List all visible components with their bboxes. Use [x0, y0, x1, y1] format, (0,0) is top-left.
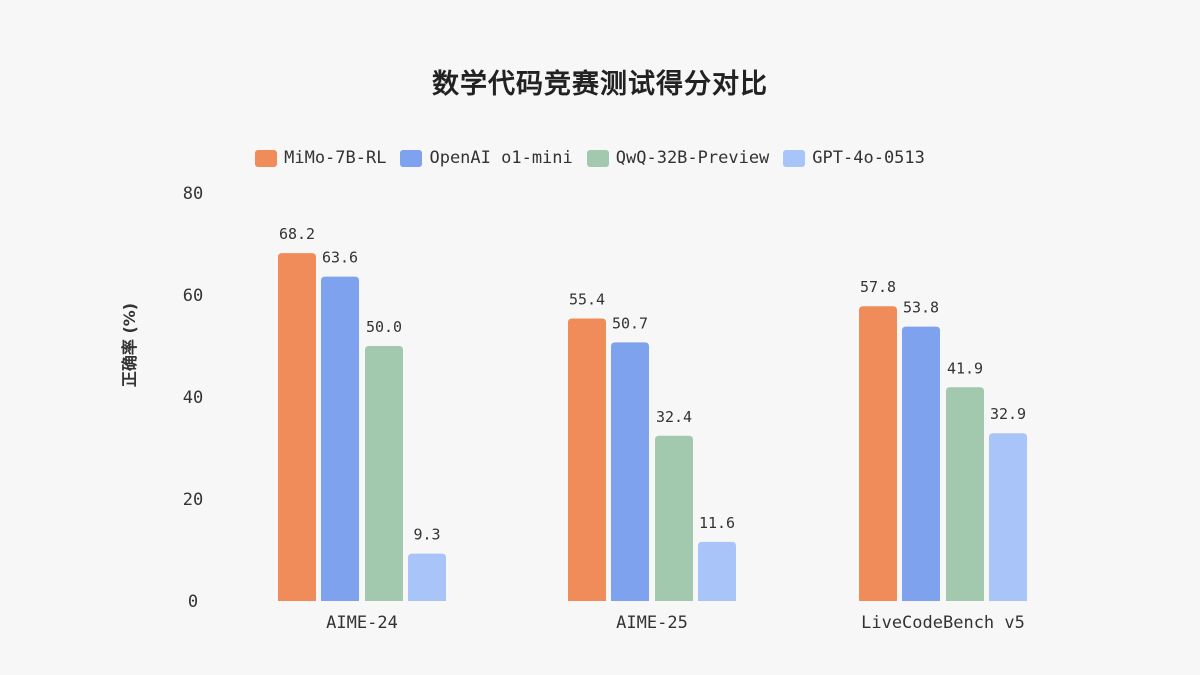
- legend-label: GPT-4o-0513: [812, 148, 925, 168]
- bar: [859, 306, 897, 601]
- bar: [321, 276, 359, 601]
- legend: MiMo-7B-RL OpenAI o1-mini QwQ-32B-Previe…: [0, 148, 1190, 168]
- legend-item[interactable]: QwQ-32B-Preview: [586, 148, 770, 168]
- legend-swatch: [586, 149, 609, 167]
- bar: [902, 326, 940, 601]
- legend-item[interactable]: MiMo-7B-RL: [255, 148, 386, 168]
- y-tick-label: 40: [183, 388, 203, 408]
- bar: [655, 435, 693, 601]
- legend-item[interactable]: GPT-4o-0513: [783, 148, 925, 168]
- y-tick-label: 0: [188, 592, 198, 612]
- chart-title: 数学代码竞赛测试得分对比: [432, 69, 768, 100]
- data-label: 55.4: [569, 290, 605, 308]
- y-tick-label: 80: [183, 184, 203, 204]
- bar: [365, 346, 403, 601]
- legend-swatch: [400, 149, 423, 167]
- bar: [611, 342, 649, 601]
- data-label: 53.8: [903, 299, 939, 317]
- bar: [408, 553, 446, 601]
- x-tick-label: AIME-24: [326, 613, 398, 633]
- data-label: 57.8: [860, 278, 896, 296]
- legend-label: OpenAI o1-mini: [429, 148, 573, 168]
- x-tick-label: LiveCodeBench v5: [861, 613, 1025, 633]
- data-label: 9.3: [413, 526, 440, 544]
- legend-label: QwQ-32B-Preview: [615, 148, 770, 168]
- legend-label: MiMo-7B-RL: [284, 148, 387, 168]
- data-label: 68.2: [279, 225, 315, 243]
- bar: [278, 253, 316, 601]
- bar: [698, 541, 736, 601]
- data-label: 11.6: [699, 514, 735, 532]
- legend-swatch: [255, 149, 278, 167]
- data-label: 63.6: [322, 249, 358, 267]
- y-tick-label: 60: [183, 286, 203, 306]
- bar: [568, 318, 606, 601]
- data-label: 32.9: [990, 405, 1026, 423]
- data-label: 50.7: [612, 314, 648, 332]
- legend-item[interactable]: OpenAI o1-mini: [400, 148, 573, 168]
- x-tick-label: AIME-25: [616, 613, 688, 633]
- bar: [989, 433, 1027, 601]
- legend-swatch: [783, 149, 806, 167]
- data-label: 41.9: [947, 359, 983, 377]
- data-label: 50.0: [366, 318, 402, 336]
- data-label: 32.4: [656, 408, 692, 426]
- bar: [946, 387, 984, 601]
- y-tick-label: 20: [183, 490, 203, 510]
